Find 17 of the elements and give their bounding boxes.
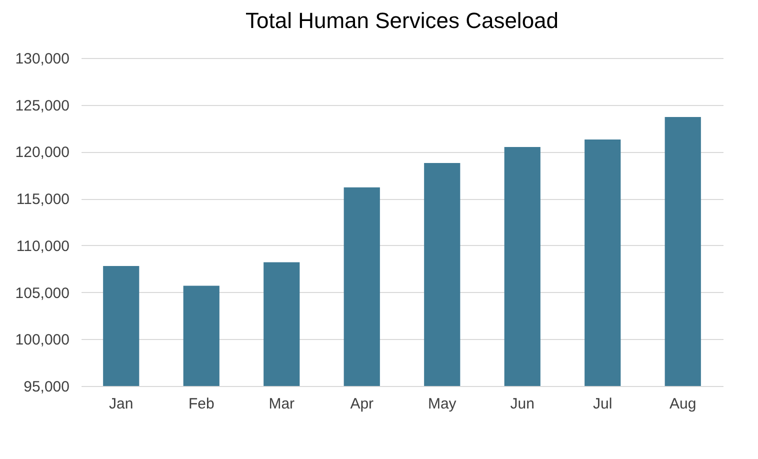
x-tick-label: Jan — [109, 396, 134, 412]
y-tick-label: 110,000 — [16, 238, 70, 255]
x-tick-label: Jul — [593, 396, 612, 412]
y-tick-label: 105,000 — [15, 284, 70, 302]
x-tick-label: May — [428, 396, 457, 412]
x-tick-label: Aug — [670, 396, 696, 412]
y-tick-label: 130,000 — [15, 50, 70, 68]
y-tick-label: 120,000 — [15, 144, 70, 162]
x-tick-label: Mar — [268, 396, 295, 412]
x-tick-label: Feb — [188, 396, 214, 412]
y-tick-label: 95,000 — [24, 378, 70, 396]
y-tick-label: 100,000 — [15, 332, 70, 349]
chart-title: Total Human Services Caseload — [245, 8, 559, 33]
y-tick-label: 115,000 — [16, 191, 70, 208]
x-tick-label: Jun — [510, 396, 534, 412]
x-tick-label: Apr — [350, 396, 374, 412]
y-tick-label: 125,000 — [15, 97, 70, 114]
